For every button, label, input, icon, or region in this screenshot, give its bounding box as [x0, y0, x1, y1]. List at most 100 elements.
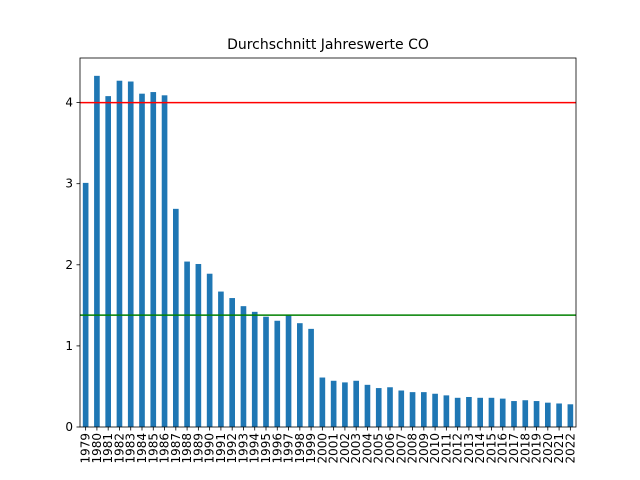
bar [206, 273, 213, 427]
bar [274, 320, 281, 427]
x-tick-label: 1992 [225, 433, 239, 464]
bar [567, 404, 574, 427]
x-tick-label: 1995 [259, 433, 273, 464]
bar [443, 395, 450, 427]
chart-title: Durchschnitt Jahreswerte CO [227, 37, 429, 53]
x-tick-label: 1990 [203, 433, 217, 464]
x-tick-label: 2006 [383, 433, 397, 464]
x-tick-label: 1991 [214, 433, 228, 464]
y-tick-label: 2 [65, 258, 73, 272]
reference-lines [80, 101, 576, 316]
bar [94, 75, 100, 427]
bar [263, 316, 269, 427]
bar [387, 387, 393, 427]
bar [150, 92, 157, 427]
x-tick-label: 2013 [462, 433, 476, 464]
bar [454, 397, 461, 427]
bar [285, 315, 292, 427]
x-tick-label: 2001 [327, 433, 341, 464]
bar [229, 298, 235, 427]
x-tick-label: 1981 [101, 433, 115, 464]
bar [353, 380, 359, 427]
x-tick-label: 2022 [563, 433, 577, 464]
x-tick-label: 1994 [248, 433, 262, 464]
x-tick-label: 1993 [236, 433, 250, 464]
bar [545, 402, 551, 427]
bar [127, 81, 134, 428]
x-tick-label: 2017 [507, 433, 521, 464]
bar [116, 80, 123, 428]
bar [184, 261, 190, 427]
bar [556, 403, 562, 427]
bar [409, 392, 416, 427]
bar [139, 93, 145, 428]
y-tick-label: 4 [65, 96, 73, 110]
bar [173, 208, 179, 427]
x-tick-label: 1988 [180, 433, 194, 464]
bar [297, 323, 303, 427]
x-tick-label: 1996 [270, 433, 284, 464]
bar [195, 263, 202, 427]
y-tick-label: 1 [65, 339, 73, 353]
x-tick-label: 2020 [541, 433, 555, 464]
y-tick-label: 3 [65, 177, 73, 191]
bar [218, 291, 224, 427]
bar [432, 393, 438, 427]
x-tick-label: 1998 [293, 433, 307, 464]
x-tick-label: 2010 [428, 433, 442, 464]
x-axis: 1979198019811982198319841985198619871988… [79, 427, 577, 464]
bar [477, 397, 483, 427]
x-tick-label: 1979 [79, 433, 93, 464]
x-tick-label: 2021 [552, 433, 566, 464]
x-tick-label: 1983 [124, 433, 138, 464]
x-tick-label: 1999 [304, 433, 318, 464]
bar [522, 400, 529, 427]
bar [511, 401, 517, 427]
x-tick-label: 1980 [90, 433, 104, 464]
x-tick-label: 1982 [112, 433, 126, 464]
y-axis: 0 1 2 3 4 [65, 96, 80, 434]
bars [82, 75, 574, 428]
bar [364, 384, 371, 427]
x-tick-label: 1987 [169, 433, 183, 464]
x-tick-label: 2004 [360, 433, 374, 464]
x-tick-label: 2008 [406, 433, 420, 464]
x-tick-label: 2016 [496, 433, 510, 464]
x-tick-label: 1989 [191, 433, 205, 464]
x-tick-label: 2007 [394, 433, 408, 464]
bar [398, 390, 405, 427]
x-tick-label: 2000 [315, 433, 329, 464]
bar [308, 328, 314, 427]
bar [105, 96, 111, 428]
x-tick-label: 2012 [451, 433, 465, 464]
bar [488, 397, 495, 427]
x-tick-label: 1997 [282, 433, 296, 464]
bar [161, 95, 168, 427]
x-tick-label: 2011 [439, 433, 453, 464]
bar [251, 311, 258, 427]
plot-frame [79, 57, 577, 428]
x-tick-label: 1986 [158, 433, 172, 464]
bar [466, 396, 472, 427]
x-tick-label: 2014 [473, 433, 487, 464]
x-tick-label: 1985 [146, 433, 160, 464]
bar [319, 377, 326, 427]
bar [240, 306, 247, 427]
bar [82, 182, 89, 427]
bar [421, 392, 427, 427]
bar [342, 382, 348, 427]
x-tick-label: 2019 [530, 433, 544, 464]
bar [533, 401, 540, 427]
x-tick-label: 2003 [349, 433, 363, 464]
x-tick-label: 2018 [518, 433, 532, 464]
x-tick-label: 1984 [135, 433, 149, 464]
x-tick-label: 2002 [338, 433, 352, 464]
x-tick-label: 2005 [372, 433, 386, 464]
x-tick-label: 2009 [417, 433, 431, 464]
bar [499, 398, 506, 427]
x-tick-label: 2015 [484, 433, 498, 464]
bar [330, 380, 337, 427]
y-tick-label: 0 [65, 420, 73, 434]
bar [375, 388, 382, 427]
